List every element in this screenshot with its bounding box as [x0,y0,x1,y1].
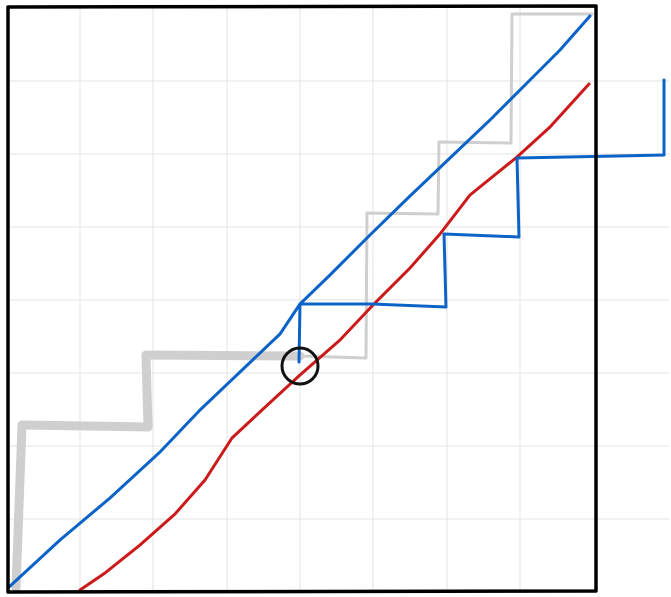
gray-staircase-thin [298,12,594,360]
grid-lines [8,8,669,590]
outer-frame [6,4,598,594]
blue-diagonal-line [6,14,592,590]
red-diagonal-line [78,82,591,592]
marker-circle [280,346,320,386]
blue-staircase [297,78,666,364]
gray-staircase-thick [11,350,305,593]
